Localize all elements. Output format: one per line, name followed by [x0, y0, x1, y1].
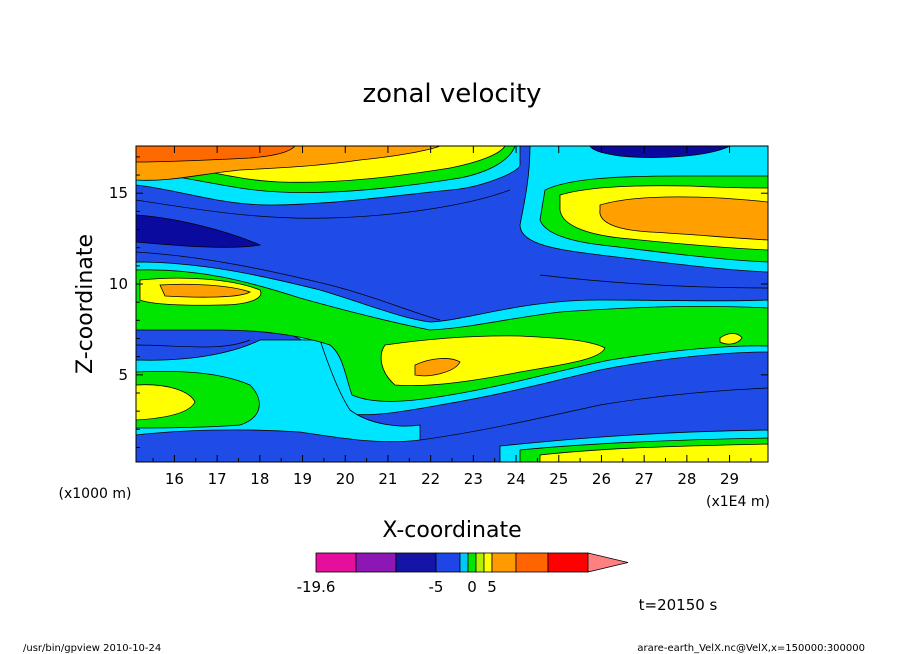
- x-tick-label: 27: [635, 470, 654, 488]
- x-tick-label: 28: [677, 470, 696, 488]
- y-tick-label: 15: [109, 184, 128, 202]
- x-tick-label: 16: [165, 470, 184, 488]
- chart-title: zonal velocity: [362, 79, 541, 109]
- x-tick-label: 25: [549, 470, 568, 488]
- x-tick-label: 24: [507, 470, 526, 488]
- y-tick-label: 10: [109, 275, 128, 293]
- y-tick-label: 5: [118, 366, 128, 384]
- colorbar-swatch: [459, 552, 469, 573]
- colorbar-label: 5: [487, 578, 497, 596]
- x-tick-label: 17: [208, 470, 227, 488]
- x-tick-label: 18: [250, 470, 269, 488]
- contour-field: [136, 146, 768, 462]
- colorbar: -19.6 -5 0 5: [297, 552, 629, 596]
- contour-level-yellow: [136, 384, 196, 421]
- colorbar-label: -19.6: [297, 578, 336, 596]
- footer-left: /usr/bin/gpview 2010-10-24: [23, 643, 161, 654]
- y-units-note: (x1000 m): [59, 486, 132, 502]
- colorbar-swatch: [467, 552, 477, 573]
- x-tick-label: 23: [464, 470, 483, 488]
- contour-level-dark-orange: [136, 146, 296, 163]
- x-tick-label: 20: [336, 470, 355, 488]
- x-tick-label: 29: [720, 470, 739, 488]
- x-tick-label: 22: [421, 470, 440, 488]
- colorbar-swatch: [515, 552, 549, 573]
- colorbar-swatch: [355, 552, 397, 573]
- colorbar-swatch: [395, 552, 437, 573]
- contour-level-yellow: [719, 333, 743, 345]
- colorbar-swatch: [475, 552, 485, 573]
- y-axis: 5 10 15: [109, 156, 768, 448]
- contour-level-orange: [414, 358, 461, 377]
- time-label: t=20150 s: [639, 596, 718, 614]
- colorbar-swatch: [547, 552, 589, 573]
- x-axis-label: X-coordinate: [382, 518, 521, 543]
- x-tick-label: 19: [293, 470, 312, 488]
- contour-level-orange: [599, 196, 768, 241]
- footer-right: arare-earth_VelX.nc@VelX,x=150000:300000: [637, 643, 865, 654]
- contour-level-green: [136, 269, 768, 402]
- colorbar-swatch: [491, 552, 517, 573]
- y-axis-label: Z-coordinate: [73, 234, 98, 374]
- colorbar-label: -5: [429, 578, 444, 596]
- contour-level-orange: [159, 283, 251, 298]
- colorbar-swatch: [483, 552, 493, 573]
- colorbar-swatch: [315, 552, 357, 573]
- colorbar-label: 0: [467, 578, 477, 596]
- x-tick-label: 21: [378, 470, 397, 488]
- contour-level-deep-blue: [136, 214, 262, 248]
- colorbar-arrow: [587, 552, 629, 573]
- x-tick-label: 26: [592, 470, 611, 488]
- x-units-note: (x1E4 m): [706, 494, 770, 510]
- contour-level-deep-blue: [589, 146, 731, 158]
- colorbar-swatch: [435, 552, 461, 573]
- x-axis: 16 17 18 19 20 21 22 23 24 25 26 27 28 29: [152, 146, 752, 488]
